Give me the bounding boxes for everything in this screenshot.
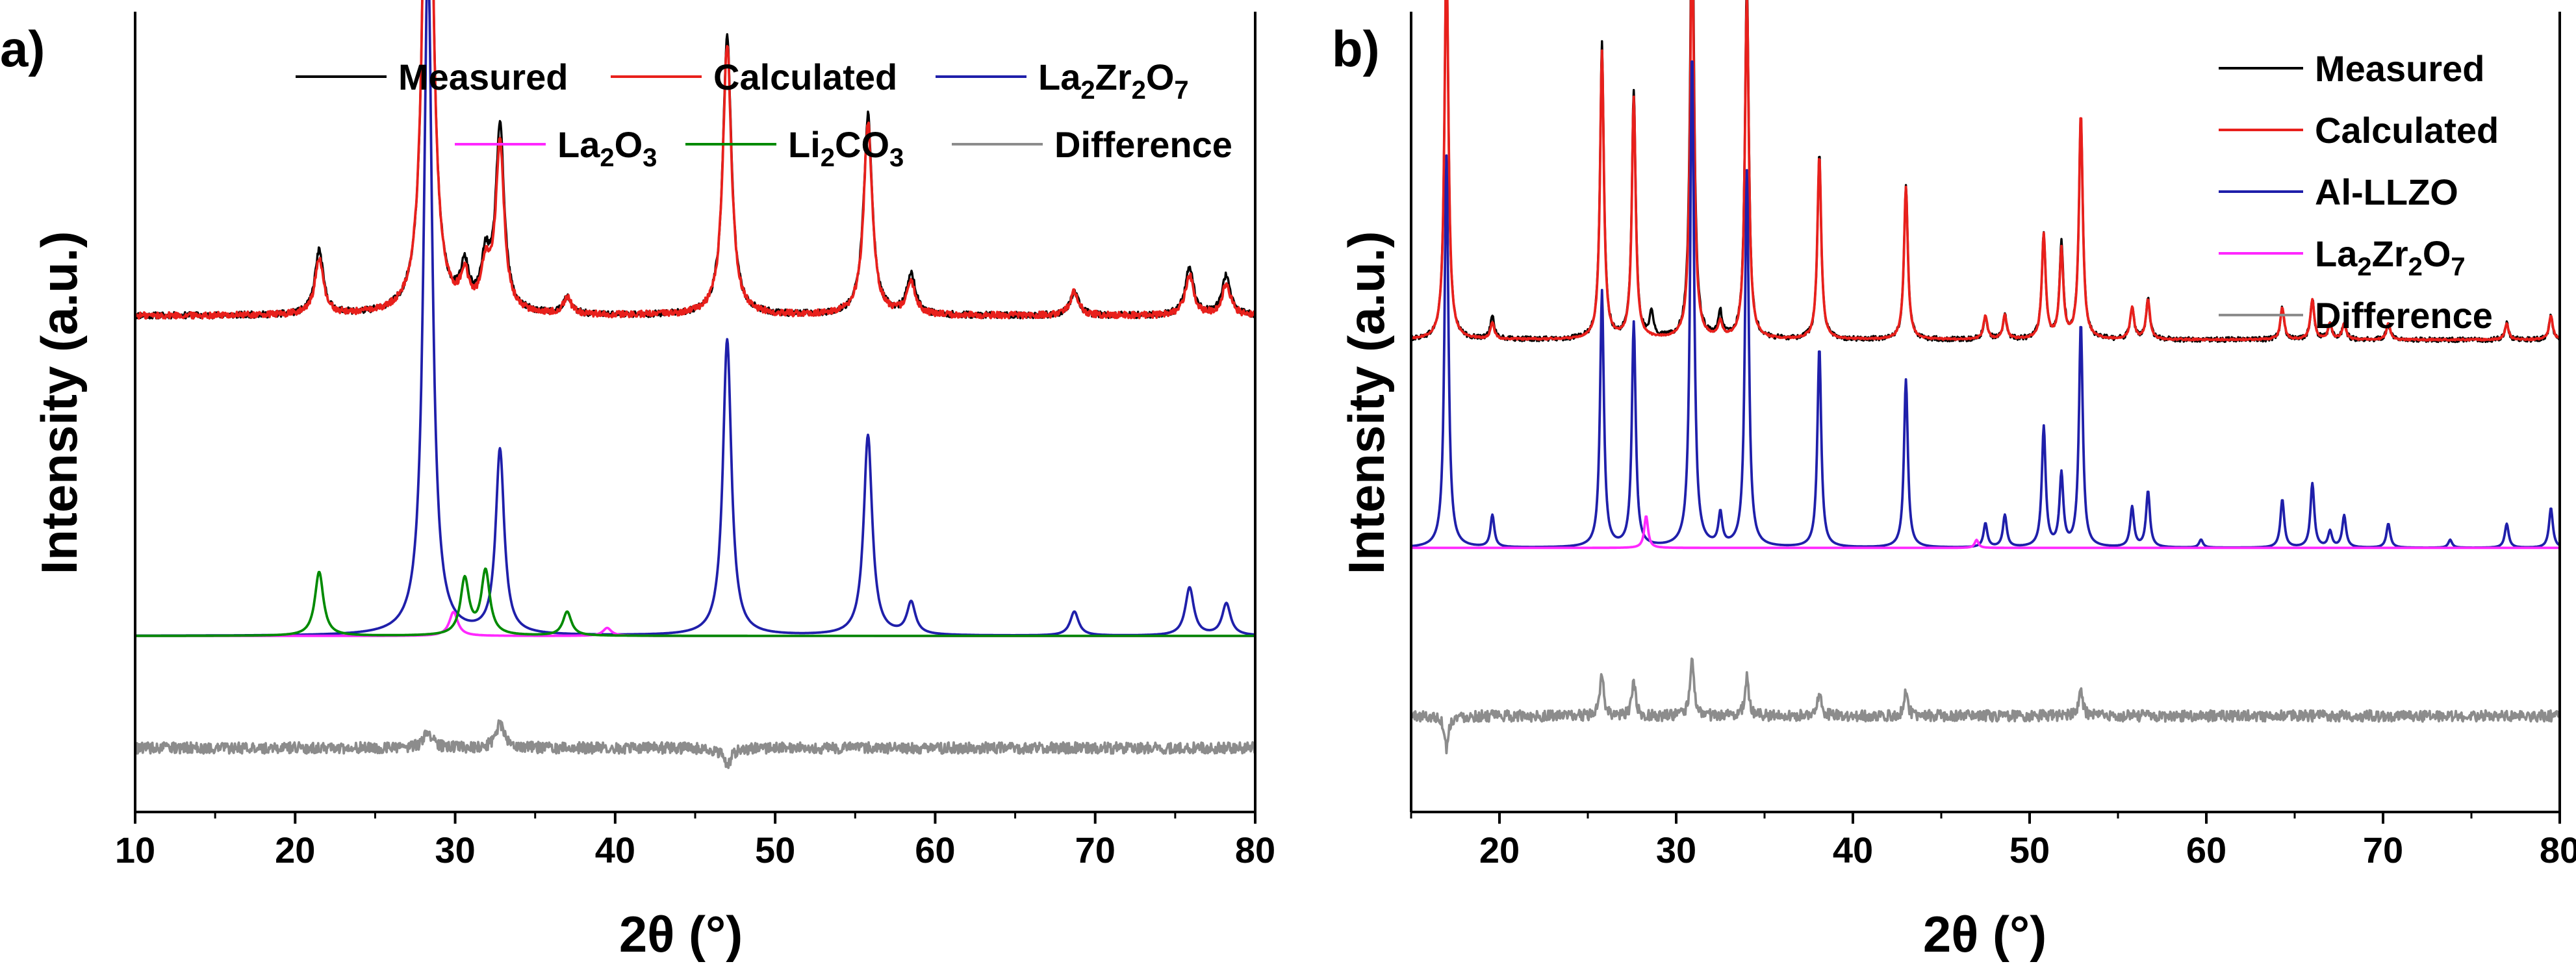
panel-a-ylabel: Intensity (a.u.) (31, 231, 88, 575)
panel-a-x-tick-label: 60 (915, 830, 955, 870)
panel-b-legend-item-measured: Measured (2219, 48, 2484, 89)
panel-a-series-la2zr2o7 (134, 0, 1256, 637)
panel-a-legend-label-la2o3: La2O3 (557, 124, 657, 172)
panel-b-x-tick-label: 80 (2540, 830, 2576, 870)
panel-a-legend-item-la2zr2o7: La2Zr2O7 (936, 57, 1189, 105)
panel-a: a) Intensity (a.u.) 2θ (°) 10 20 30 40 50 60 7… (0, 0, 1275, 963)
panel-b-legend-label-measured: Measured (2315, 48, 2484, 89)
panel-a-series-li2co3 (134, 567, 1256, 637)
panel-a-series-difference (134, 719, 1256, 769)
panel-b-x-tick-label: 40 (1833, 830, 1873, 870)
panel-b-series-calculated (1410, 0, 2561, 342)
panel-a-legend-label-calculated: Calculated (713, 57, 897, 97)
panel-a-legend-item-difference: Difference (952, 124, 1232, 165)
panel-b-legend-label-la2zr2o7: La2Zr2O7 (2315, 233, 2466, 281)
panel-b-legend-item-al-llzo: Al-LLZO (2219, 171, 2458, 212)
panel-b: b) Intensity (a.u.) 2θ (°) 20 30 40 50 60 70 8… (1332, 0, 2576, 963)
panel-a-x-tick-label: 50 (755, 830, 795, 870)
panel-a-legend-label-measured: Measured (398, 57, 568, 97)
panel-b-legend: Measured Calculated Al-LLZO La2Zr2O7 Differe… (2219, 48, 2499, 336)
panel-b-series-difference (1410, 657, 2561, 755)
panel-a-x-tick-label: 70 (1075, 830, 1116, 870)
panel-b-legend-label-difference: Difference (2315, 295, 2493, 336)
panel-b-xlabel: 2θ (°) (1923, 906, 2047, 963)
panel-a-legend-label-la2zr2o7: La2Zr2O7 (1038, 57, 1189, 105)
panel-b-legend-item-calculated: Calculated (2219, 110, 2499, 151)
panel-b-series-group (1410, 0, 2561, 755)
panel-b-x-tick-label: 50 (2009, 830, 2050, 870)
panel-a-legend: Measured Calculated La2Zr2O7 La2O3 Li2CO3 Dif… (296, 57, 1232, 172)
panel-a-xlabel: 2θ (°) (619, 906, 743, 963)
panel-a-series-calculated (134, 0, 1256, 320)
panel-a-x-tick-label: 10 (115, 830, 155, 870)
panel-b-x-tick-label: 30 (1656, 830, 1696, 870)
panel-b-legend-item-la2zr2o7: La2Zr2O7 (2219, 233, 2466, 281)
panel-a-legend-item-calculated: Calculated (611, 57, 897, 97)
panel-a-series-group (134, 0, 1256, 769)
panel-b-legend-label-calculated: Calculated (2315, 110, 2499, 151)
panel-a-x-tick-label: 20 (275, 830, 315, 870)
panel-a-x-tick-label: 30 (435, 830, 475, 870)
panel-a-x-tick-label: 80 (1235, 830, 1275, 870)
panel-b-x-tick-label: 60 (2186, 830, 2226, 870)
panel-b-label: b) (1332, 20, 1380, 77)
panel-a-legend-item-li2co3: Li2CO3 (685, 124, 904, 172)
panel-a-legend-label-li2co3: Li2CO3 (788, 124, 904, 172)
panel-a-legend-item-measured: Measured (296, 57, 568, 97)
panel-b-x-tick-label: 70 (2363, 830, 2403, 870)
panel-b-series-la2zr2o7 (1410, 515, 2560, 550)
panel-a-legend-item-la2o3: La2O3 (455, 124, 657, 172)
panel-b-legend-item-difference: Difference (2219, 295, 2493, 336)
panel-b-axes: 20 30 40 50 60 70 80 (1410, 12, 2576, 870)
panel-a-label: a) (0, 20, 45, 77)
panel-a-x-tick-label: 40 (595, 830, 635, 870)
panel-b-ylabel: Intensity (a.u.) (1338, 231, 1395, 575)
panel-b-legend-label-al-llzo: Al-LLZO (2315, 171, 2458, 212)
panel-a-axes: 10 20 30 40 50 60 70 80 (115, 12, 1275, 870)
panel-b-x-tick-label: 20 (1479, 830, 1520, 870)
panel-a-legend-label-difference: Difference (1054, 124, 1232, 165)
